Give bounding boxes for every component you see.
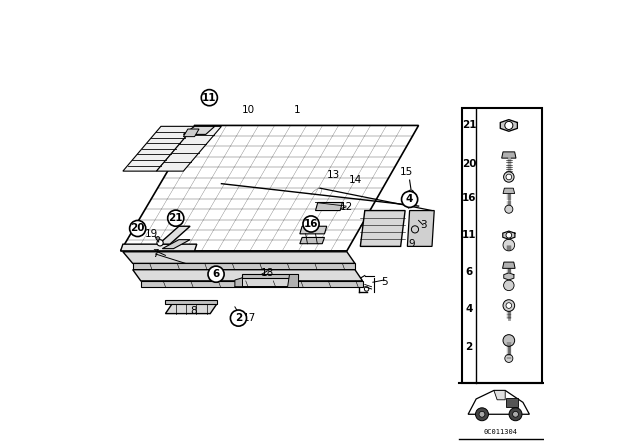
- Polygon shape: [121, 244, 197, 251]
- Polygon shape: [494, 391, 505, 400]
- Polygon shape: [500, 120, 517, 131]
- Text: 4: 4: [406, 194, 413, 204]
- Text: 10: 10: [242, 105, 255, 115]
- Text: 15: 15: [400, 168, 413, 177]
- Polygon shape: [157, 126, 221, 171]
- Circle shape: [509, 408, 522, 421]
- Text: 7: 7: [152, 249, 159, 259]
- Circle shape: [503, 239, 515, 251]
- Circle shape: [157, 240, 163, 246]
- Polygon shape: [121, 125, 419, 251]
- Text: 9: 9: [408, 239, 415, 249]
- Circle shape: [506, 233, 511, 238]
- Polygon shape: [184, 129, 199, 137]
- Text: 11: 11: [202, 93, 216, 103]
- Polygon shape: [468, 391, 529, 414]
- Text: 19: 19: [145, 229, 157, 239]
- Circle shape: [503, 335, 515, 346]
- Text: 5: 5: [381, 277, 387, 287]
- Circle shape: [208, 266, 224, 282]
- Circle shape: [505, 205, 513, 213]
- Circle shape: [506, 303, 511, 308]
- Text: 13: 13: [327, 170, 340, 180]
- Circle shape: [505, 121, 513, 129]
- Circle shape: [503, 300, 515, 311]
- Text: 14: 14: [349, 175, 362, 185]
- Polygon shape: [287, 274, 298, 287]
- Text: 20: 20: [131, 224, 145, 233]
- Circle shape: [506, 174, 511, 180]
- Text: 21: 21: [168, 213, 183, 223]
- Bar: [463, 108, 541, 383]
- Text: 16: 16: [304, 219, 318, 229]
- Text: 6: 6: [212, 269, 220, 279]
- Polygon shape: [235, 278, 298, 287]
- Text: 18: 18: [260, 268, 274, 278]
- Polygon shape: [235, 278, 243, 287]
- Circle shape: [168, 210, 184, 226]
- Circle shape: [513, 411, 518, 417]
- Polygon shape: [504, 273, 514, 280]
- Text: 21: 21: [462, 121, 476, 130]
- Text: 3: 3: [420, 220, 426, 230]
- Circle shape: [156, 237, 159, 240]
- Polygon shape: [163, 240, 190, 249]
- Polygon shape: [159, 226, 190, 244]
- Polygon shape: [503, 231, 515, 239]
- Circle shape: [230, 310, 246, 326]
- Polygon shape: [123, 126, 195, 171]
- Text: 16: 16: [462, 193, 476, 203]
- Polygon shape: [123, 252, 355, 263]
- Text: 17: 17: [243, 313, 256, 323]
- Circle shape: [479, 411, 485, 417]
- Polygon shape: [165, 300, 217, 304]
- Text: 6: 6: [465, 267, 473, 277]
- Circle shape: [201, 90, 218, 106]
- Polygon shape: [243, 274, 298, 278]
- Circle shape: [476, 408, 488, 421]
- Polygon shape: [184, 126, 215, 134]
- Text: 11: 11: [462, 230, 476, 240]
- Text: 2: 2: [235, 313, 242, 323]
- Circle shape: [303, 216, 319, 232]
- Polygon shape: [300, 237, 324, 244]
- Polygon shape: [503, 188, 515, 194]
- Circle shape: [504, 172, 514, 182]
- Text: 12: 12: [339, 202, 353, 212]
- Polygon shape: [300, 226, 327, 234]
- Polygon shape: [506, 398, 518, 407]
- Polygon shape: [502, 262, 515, 268]
- Polygon shape: [141, 281, 362, 287]
- Text: 8: 8: [190, 306, 196, 316]
- Text: 20: 20: [462, 159, 476, 168]
- Polygon shape: [132, 270, 362, 281]
- Polygon shape: [502, 152, 516, 158]
- Polygon shape: [132, 263, 355, 270]
- Circle shape: [130, 220, 146, 237]
- Circle shape: [505, 354, 513, 362]
- Circle shape: [408, 190, 413, 195]
- Circle shape: [504, 280, 514, 291]
- Text: 2: 2: [465, 342, 473, 352]
- Circle shape: [401, 191, 418, 207]
- Polygon shape: [407, 211, 435, 246]
- Text: 1: 1: [294, 105, 301, 115]
- Text: 0C011304: 0C011304: [484, 430, 518, 435]
- Polygon shape: [165, 304, 217, 314]
- Text: 4: 4: [465, 304, 473, 314]
- Polygon shape: [316, 202, 342, 211]
- Polygon shape: [360, 211, 405, 246]
